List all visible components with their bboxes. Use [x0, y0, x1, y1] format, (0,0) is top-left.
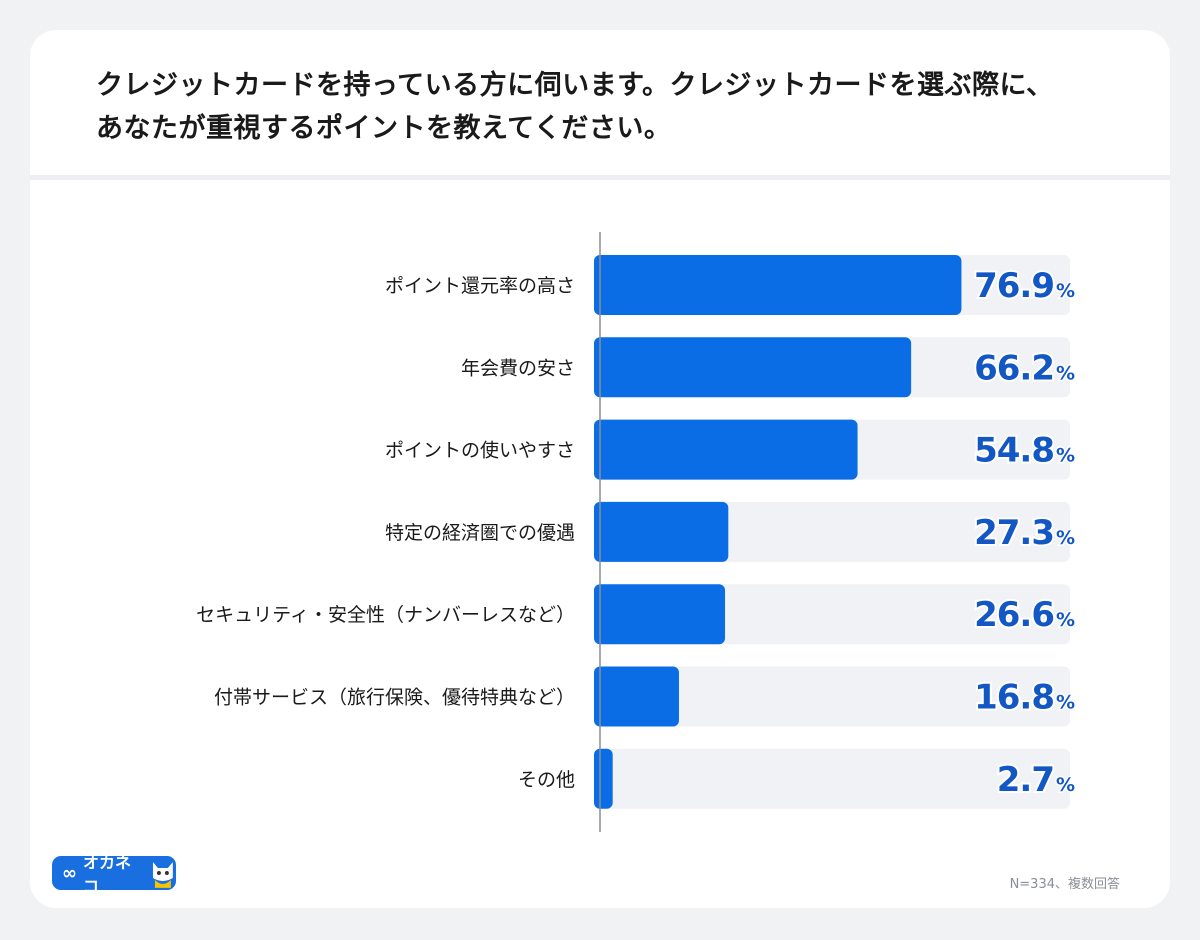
- unit-label: %: [1056, 280, 1075, 302]
- bar-chart: ポイント還元率の高さ 76.9 % 年会費の安さ 66.2 % ポイントの使いやすさ 54.8…: [196, 232, 1077, 832]
- bar: [594, 748, 613, 809]
- bar-track: [600, 748, 1070, 809]
- logo-text: オカネコ: [83, 853, 132, 896]
- value-label: 16.8: [974, 678, 1054, 718]
- category-label: ポイントの使いやすさ: [385, 440, 575, 462]
- unit-label: %: [1056, 527, 1075, 549]
- value-label: 76.9: [974, 266, 1054, 306]
- unit-label: %: [1056, 692, 1075, 714]
- bar: [594, 666, 679, 727]
- chart-card: クレジットカードを持っている方に伺います。クレジットカードを選ぶ際に、 あなたが…: [30, 30, 1170, 908]
- title-line-2: あなたが重視するポイントを教えてください。: [96, 113, 672, 144]
- bar: [594, 337, 912, 398]
- cat-mascot-icon: [153, 862, 174, 888]
- category-label: 年会費の安さ: [461, 357, 575, 379]
- unit-label: %: [1056, 445, 1075, 467]
- category-label: その他: [518, 769, 575, 791]
- value-label: 26.6: [974, 595, 1054, 635]
- category-label: ポイント還元率の高さ: [385, 275, 575, 297]
- unit-label: %: [1056, 609, 1075, 631]
- value-label: 27.3: [974, 513, 1054, 553]
- category-label: 特定の経済圏での優遇: [385, 522, 575, 544]
- header: クレジットカードを持っている方に伺います。クレジットカードを選ぶ際に、 あなたが…: [30, 30, 1170, 180]
- value-label: 66.2: [974, 348, 1054, 388]
- category-label: 付帯サービス（旅行保険、優待特典など）: [214, 687, 575, 709]
- chart-title: クレジットカードを持っている方に伺います。クレジットカードを選ぶ際に、 あなたが…: [96, 64, 1054, 150]
- bar: [594, 419, 858, 480]
- bar-track: [600, 666, 1070, 727]
- unit-label: %: [1056, 774, 1075, 796]
- title-line-1: クレジットカードを持っている方に伺います。クレジットカードを選ぶ際に、: [96, 70, 1054, 101]
- unit-label: %: [1056, 362, 1075, 384]
- footnote: N=334、複数回答: [1009, 877, 1120, 892]
- value-label: 2.7: [997, 760, 1054, 800]
- okaneko-logo: ∞ オカネコ: [52, 853, 176, 896]
- bar: [594, 255, 962, 315]
- infinity-icon: ∞: [62, 862, 77, 884]
- bar: [594, 501, 729, 562]
- category-label: セキュリティ・安全性（ナンバーレスなど）: [196, 604, 575, 626]
- bar: [594, 584, 726, 645]
- value-label: 54.8: [974, 431, 1054, 471]
